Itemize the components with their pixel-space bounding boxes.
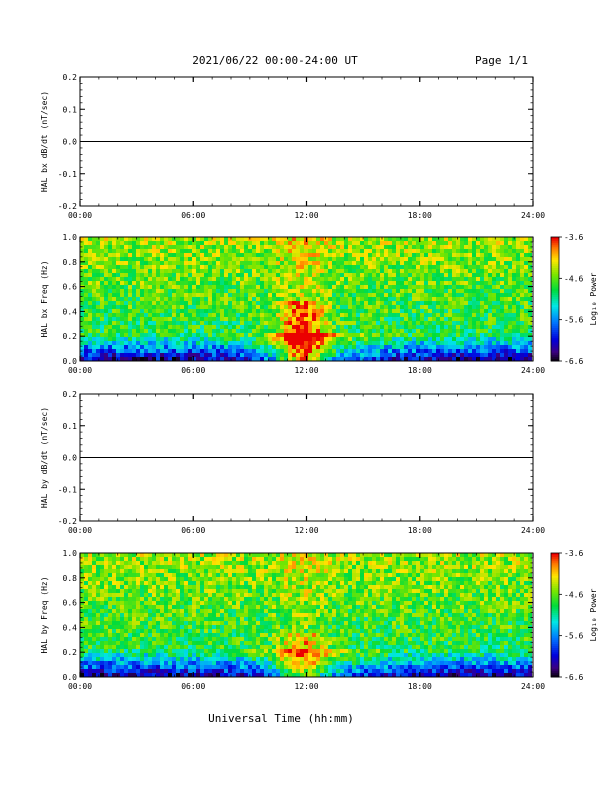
- colorbar-tick-label: -3.6: [564, 549, 583, 558]
- x-tick-label: 18:00: [408, 526, 432, 535]
- y-tick-label: 0.2: [63, 73, 78, 82]
- chart-panel-4: 1.0 0.8 0.6 0.4 0.2 0.000:00 06:00 12:00 18:00 24…: [40, 549, 598, 691]
- y-tick-label: 0.2: [63, 648, 78, 657]
- x-tick-label: 06:00: [181, 366, 205, 375]
- spectrogram-cells: [80, 553, 532, 677]
- y-tick-label: 0.8: [63, 258, 78, 267]
- y-tick-label: 1.0: [63, 233, 78, 242]
- page-title: 2021/06/22 00:00-24:00 UT: [192, 54, 358, 67]
- x-tick-label: 12:00: [294, 366, 318, 375]
- y-tick-label: 0.4: [63, 307, 78, 316]
- x-tick-label: 18:00: [408, 366, 432, 375]
- chart-panel-3: 0.2 0.1 0.0 -0.1 -0.200:00 06:00 12:00 18:00 24:…: [40, 390, 545, 535]
- x-tick-label: 12:00: [294, 211, 318, 220]
- colorbar: -3.6 -4.6 -5.6 -6.6 Log₁₀ Power: [551, 233, 598, 366]
- x-tick-label: 06:00: [181, 526, 205, 535]
- colorbar-tick-label: -3.6: [564, 233, 583, 242]
- colorbar-tick-label: -6.6: [564, 357, 583, 366]
- x-tick-label: 24:00: [521, 526, 545, 535]
- y-tick-label: 0.1: [63, 422, 78, 431]
- y-tick-label: 0.2: [63, 390, 78, 399]
- y-tick-label: 0.4: [63, 623, 78, 632]
- x-tick-label: 18:00: [408, 211, 432, 220]
- chart-panel-1: 0.2 0.1 0.0 -0.1 -0.200:00 06:00 12:00 18:00 24:…: [40, 73, 545, 220]
- colorbar-tick-label: -4.6: [564, 274, 583, 283]
- colorbar: -3.6 -4.6 -5.6 -6.6 Log₁₀ Power: [551, 549, 598, 682]
- colorbar-label: Log₁₀ Power: [589, 588, 598, 641]
- x-tick-label: 00:00: [68, 211, 92, 220]
- x-tick-label: 18:00: [408, 682, 432, 691]
- y-tick-label: 0.6: [63, 599, 78, 608]
- x-tick-label: 00:00: [68, 366, 92, 375]
- x-tick-label: 24:00: [521, 211, 545, 220]
- y-tick-label: 1.0: [63, 549, 78, 558]
- y-tick-label: 0.6: [63, 283, 78, 292]
- x-tick-label: 12:00: [294, 526, 318, 535]
- y-tick-label: 0.1: [63, 105, 78, 114]
- y-tick-label: -0.1: [58, 170, 77, 179]
- y-tick-label: 0.8: [63, 574, 78, 583]
- spectrogram-cells: [80, 237, 532, 361]
- y-tick-label: -0.1: [58, 485, 77, 494]
- colorbar-tick-label: -4.6: [564, 590, 583, 599]
- y-tick-label: 0.0: [63, 138, 78, 147]
- y-tick-label: 0.0: [63, 357, 78, 366]
- x-tick-label: 00:00: [68, 682, 92, 691]
- x-axis-label: Universal Time (hh:mm): [208, 712, 354, 725]
- y-axis-label: HAL bx Freq (Hz): [40, 260, 49, 337]
- y-axis-label: HAL by dB/dt (nT/sec): [40, 407, 49, 508]
- y-axis-label: HAL bx dB/dt (nT/sec): [40, 91, 49, 192]
- y-tick-label: 0.0: [63, 454, 78, 463]
- colorbar-tick-label: -5.6: [564, 316, 583, 325]
- chart-panel-2: 1.0 0.8 0.6 0.4 0.2 0.000:00 06:00 12:00 18:00 24…: [40, 233, 598, 375]
- y-tick-label: 0.0: [63, 673, 78, 682]
- colorbar-tick-label: -6.6: [564, 673, 583, 682]
- x-tick-label: 06:00: [181, 211, 205, 220]
- x-tick-label: 24:00: [521, 682, 545, 691]
- colorbar-label: Log₁₀ Power: [589, 272, 598, 325]
- colorbar-tick-label: -5.6: [564, 632, 583, 641]
- y-tick-label: -0.2: [58, 202, 77, 211]
- x-tick-label: 12:00: [294, 682, 318, 691]
- x-tick-label: 06:00: [181, 682, 205, 691]
- y-tick-label: -0.2: [58, 517, 77, 526]
- x-tick-label: 00:00: [68, 526, 92, 535]
- page-number: Page 1/1: [475, 54, 528, 67]
- x-tick-label: 24:00: [521, 366, 545, 375]
- y-tick-label: 0.2: [63, 332, 78, 341]
- y-axis-label: HAL by Freq (Hz): [40, 576, 49, 653]
